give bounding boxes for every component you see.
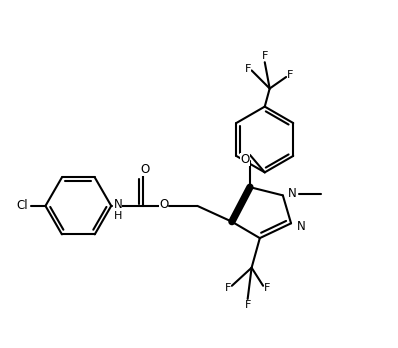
Text: F: F bbox=[261, 51, 268, 61]
Text: F: F bbox=[225, 283, 231, 293]
Text: O: O bbox=[240, 153, 250, 166]
Text: N: N bbox=[297, 220, 305, 233]
Text: H: H bbox=[113, 212, 122, 221]
Text: F: F bbox=[264, 283, 270, 293]
Text: Cl: Cl bbox=[17, 199, 28, 212]
Text: F: F bbox=[244, 300, 251, 310]
Text: N: N bbox=[113, 198, 122, 211]
Text: N: N bbox=[288, 187, 297, 200]
Text: O: O bbox=[140, 163, 149, 176]
Text: F: F bbox=[287, 70, 293, 80]
Text: F: F bbox=[244, 64, 251, 74]
Text: O: O bbox=[159, 198, 168, 211]
